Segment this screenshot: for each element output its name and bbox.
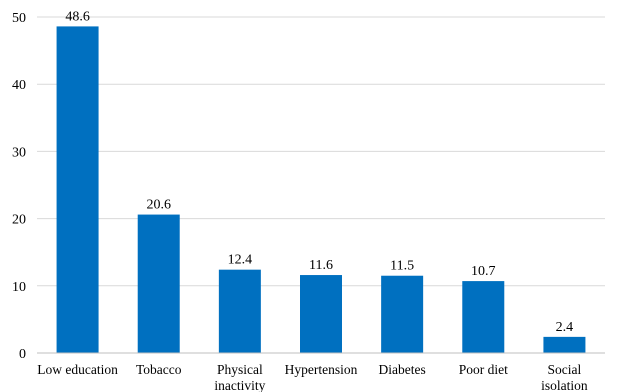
bar-value-label: 2.4 xyxy=(556,320,574,335)
y-tick-label: 20 xyxy=(12,213,26,228)
bar-value-label: 10.7 xyxy=(471,264,496,279)
bar-value-label: 20.6 xyxy=(146,198,171,213)
y-tick-label: 10 xyxy=(12,280,26,295)
y-tick-label: 0 xyxy=(19,347,26,362)
bars xyxy=(56,26,586,354)
y-axis-ticks: 0 10 20 30 40 50 xyxy=(12,11,26,362)
bar xyxy=(543,336,586,353)
bar xyxy=(56,26,99,354)
bar xyxy=(218,269,261,353)
y-tick-label: 40 xyxy=(12,78,26,93)
x-category-label: Social xyxy=(548,362,582,377)
bar-value-label: 11.6 xyxy=(309,258,333,273)
bar-value-label: 11.5 xyxy=(390,259,414,274)
bar-value-labels: 48.6 20.6 12.4 11.6 11.5 10.7 2.4 xyxy=(65,9,573,334)
bar xyxy=(462,281,505,353)
bar xyxy=(137,214,180,353)
gridlines xyxy=(37,16,605,287)
y-tick-label: 50 xyxy=(12,11,26,26)
bar-value-label: 48.6 xyxy=(65,9,90,24)
x-category-label: inactivity xyxy=(214,378,265,392)
y-tick-label: 30 xyxy=(12,145,26,160)
bar xyxy=(300,275,342,353)
x-category-label: Tobacco xyxy=(136,362,182,377)
x-category-label: Poor diet xyxy=(459,362,508,377)
bar-value-label: 12.4 xyxy=(228,253,253,268)
x-category-label: isolation xyxy=(541,378,588,392)
x-category-label: Physical xyxy=(217,362,263,377)
x-category-label: Diabetes xyxy=(379,362,426,377)
x-category-label: Hypertension xyxy=(285,362,358,377)
x-category-label: Low education xyxy=(37,362,118,377)
bar xyxy=(381,275,424,353)
